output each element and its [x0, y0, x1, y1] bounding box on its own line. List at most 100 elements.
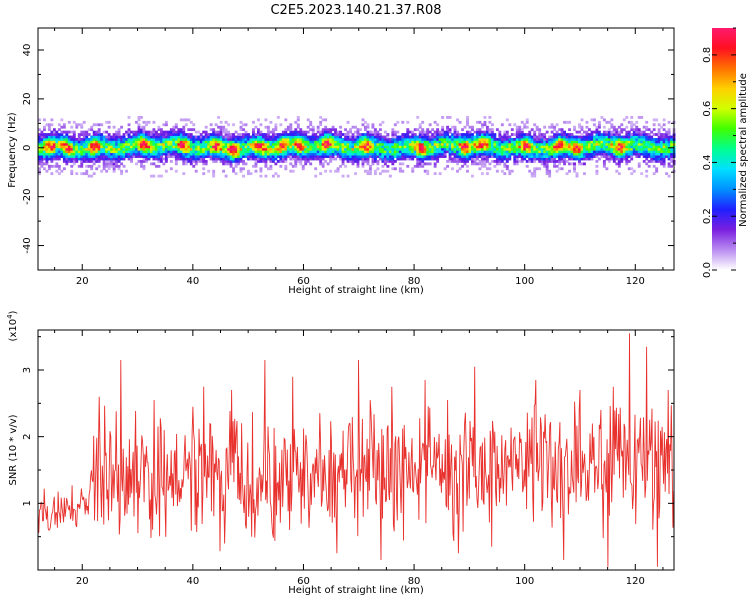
heatmap-cell — [286, 150, 290, 154]
heatmap-cell — [264, 138, 268, 141]
heatmap-cell — [503, 150, 507, 154]
heatmap-cell — [416, 155, 420, 158]
heatmap-cell — [421, 128, 425, 132]
heatmap-cell — [222, 157, 226, 161]
heatmap-cell — [612, 140, 616, 144]
heatmap-cell — [102, 142, 106, 146]
heatmap-cell — [107, 133, 111, 136]
heatmap-cell — [518, 155, 522, 158]
heatmap-cell — [645, 138, 649, 141]
heatmap-cell — [212, 130, 216, 134]
heatmap-cell — [112, 138, 116, 141]
heatmap-cell — [259, 150, 263, 154]
heatmap-cell — [381, 138, 385, 141]
heatmap-cell — [652, 123, 656, 127]
heatmap-cell — [145, 152, 148, 156]
heatmap-cell — [607, 150, 611, 154]
heatmap-cell — [637, 164, 641, 168]
heatmap-cell — [396, 147, 400, 151]
heatmap-cell — [538, 135, 542, 139]
heatmap-cell — [304, 150, 308, 154]
heatmap-cell — [137, 135, 141, 139]
heatmap-cell — [478, 162, 482, 166]
heatmap-cell — [219, 140, 223, 144]
heatmap-cell — [284, 118, 288, 122]
heatmap-cell — [615, 150, 619, 154]
heatmap-cell — [388, 157, 392, 161]
heatmap-cell — [147, 152, 151, 156]
heatmap-cell — [159, 135, 163, 139]
heatmap-cell — [264, 118, 268, 122]
heatmap-cell — [296, 118, 300, 122]
heatmap-cell — [610, 145, 614, 149]
heatmap-cell — [354, 138, 357, 141]
heatmap-cell — [117, 150, 121, 154]
heatmap-cell — [433, 135, 437, 139]
heatmap-cell — [588, 155, 591, 158]
heatmap-cell — [77, 140, 81, 144]
heatmap-cell — [194, 152, 198, 156]
heatmap-cell — [580, 135, 584, 139]
heatmap-cell — [617, 140, 621, 144]
heatmap-cell — [518, 130, 522, 134]
heatmap-cell — [271, 142, 275, 146]
heatmap-cell — [580, 138, 584, 141]
y-tick-label: -40 — [22, 237, 33, 253]
heatmap-cell — [568, 152, 571, 156]
heatmap-cell — [55, 150, 59, 154]
heatmap-cell — [164, 147, 168, 151]
heatmap-cell — [548, 142, 552, 146]
heatmap-cell — [90, 150, 94, 154]
heatmap-cell — [378, 155, 382, 158]
heatmap-cell — [548, 174, 552, 178]
heatmap-cell — [304, 145, 308, 149]
heatmap-cell — [85, 150, 89, 154]
heatmap-cell — [495, 145, 499, 149]
heatmap-cell — [443, 155, 447, 158]
heatmap-cell — [179, 145, 183, 149]
heatmap-cell — [436, 123, 440, 127]
heatmap-cell — [261, 150, 265, 154]
heatmap-cell — [149, 174, 153, 178]
heatmap-cell — [548, 152, 552, 156]
heatmap-cell — [276, 133, 280, 136]
heatmap-cell — [142, 167, 146, 171]
heatmap-cell — [396, 140, 400, 144]
heatmap-cell — [471, 128, 474, 132]
heatmap-cell — [386, 147, 390, 151]
heatmap-cell — [149, 140, 153, 144]
heatmap-cell — [605, 135, 609, 139]
heatmap-cell — [294, 160, 298, 163]
heatmap-cell — [585, 125, 589, 129]
heatmap-cell — [202, 152, 206, 156]
heatmap-cell — [657, 123, 661, 127]
heatmap-cell — [480, 150, 484, 154]
heatmap-cell — [234, 150, 238, 154]
heatmap-cell — [578, 125, 581, 129]
heatmap-cell — [568, 135, 571, 139]
heatmap-cell — [286, 152, 290, 156]
heatmap-cell — [451, 138, 455, 141]
heatmap-cell — [366, 130, 370, 134]
heatmap-cell — [366, 157, 370, 161]
heatmap-cell — [563, 140, 566, 144]
heatmap-cell — [388, 152, 392, 156]
heatmap-cell — [373, 172, 377, 176]
heatmap-cell — [149, 133, 153, 136]
heatmap-cell — [615, 169, 619, 173]
heatmap-cell — [652, 145, 656, 149]
snr-frame — [37, 329, 675, 571]
heatmap-cell — [334, 142, 338, 146]
heatmap-cell — [498, 155, 502, 158]
heatmap-cell — [154, 150, 158, 154]
heatmap-cell — [117, 157, 121, 161]
heatmap-cell — [60, 140, 64, 144]
heatmap-cell — [157, 145, 161, 149]
heatmap-cell — [227, 123, 231, 127]
heatmap-cell — [319, 172, 323, 176]
heatmap-cell — [553, 162, 557, 166]
heatmap-cell — [426, 145, 430, 149]
heatmap-cell — [82, 138, 86, 141]
heatmap-cell — [60, 150, 64, 154]
heatmap-cell — [142, 140, 146, 144]
